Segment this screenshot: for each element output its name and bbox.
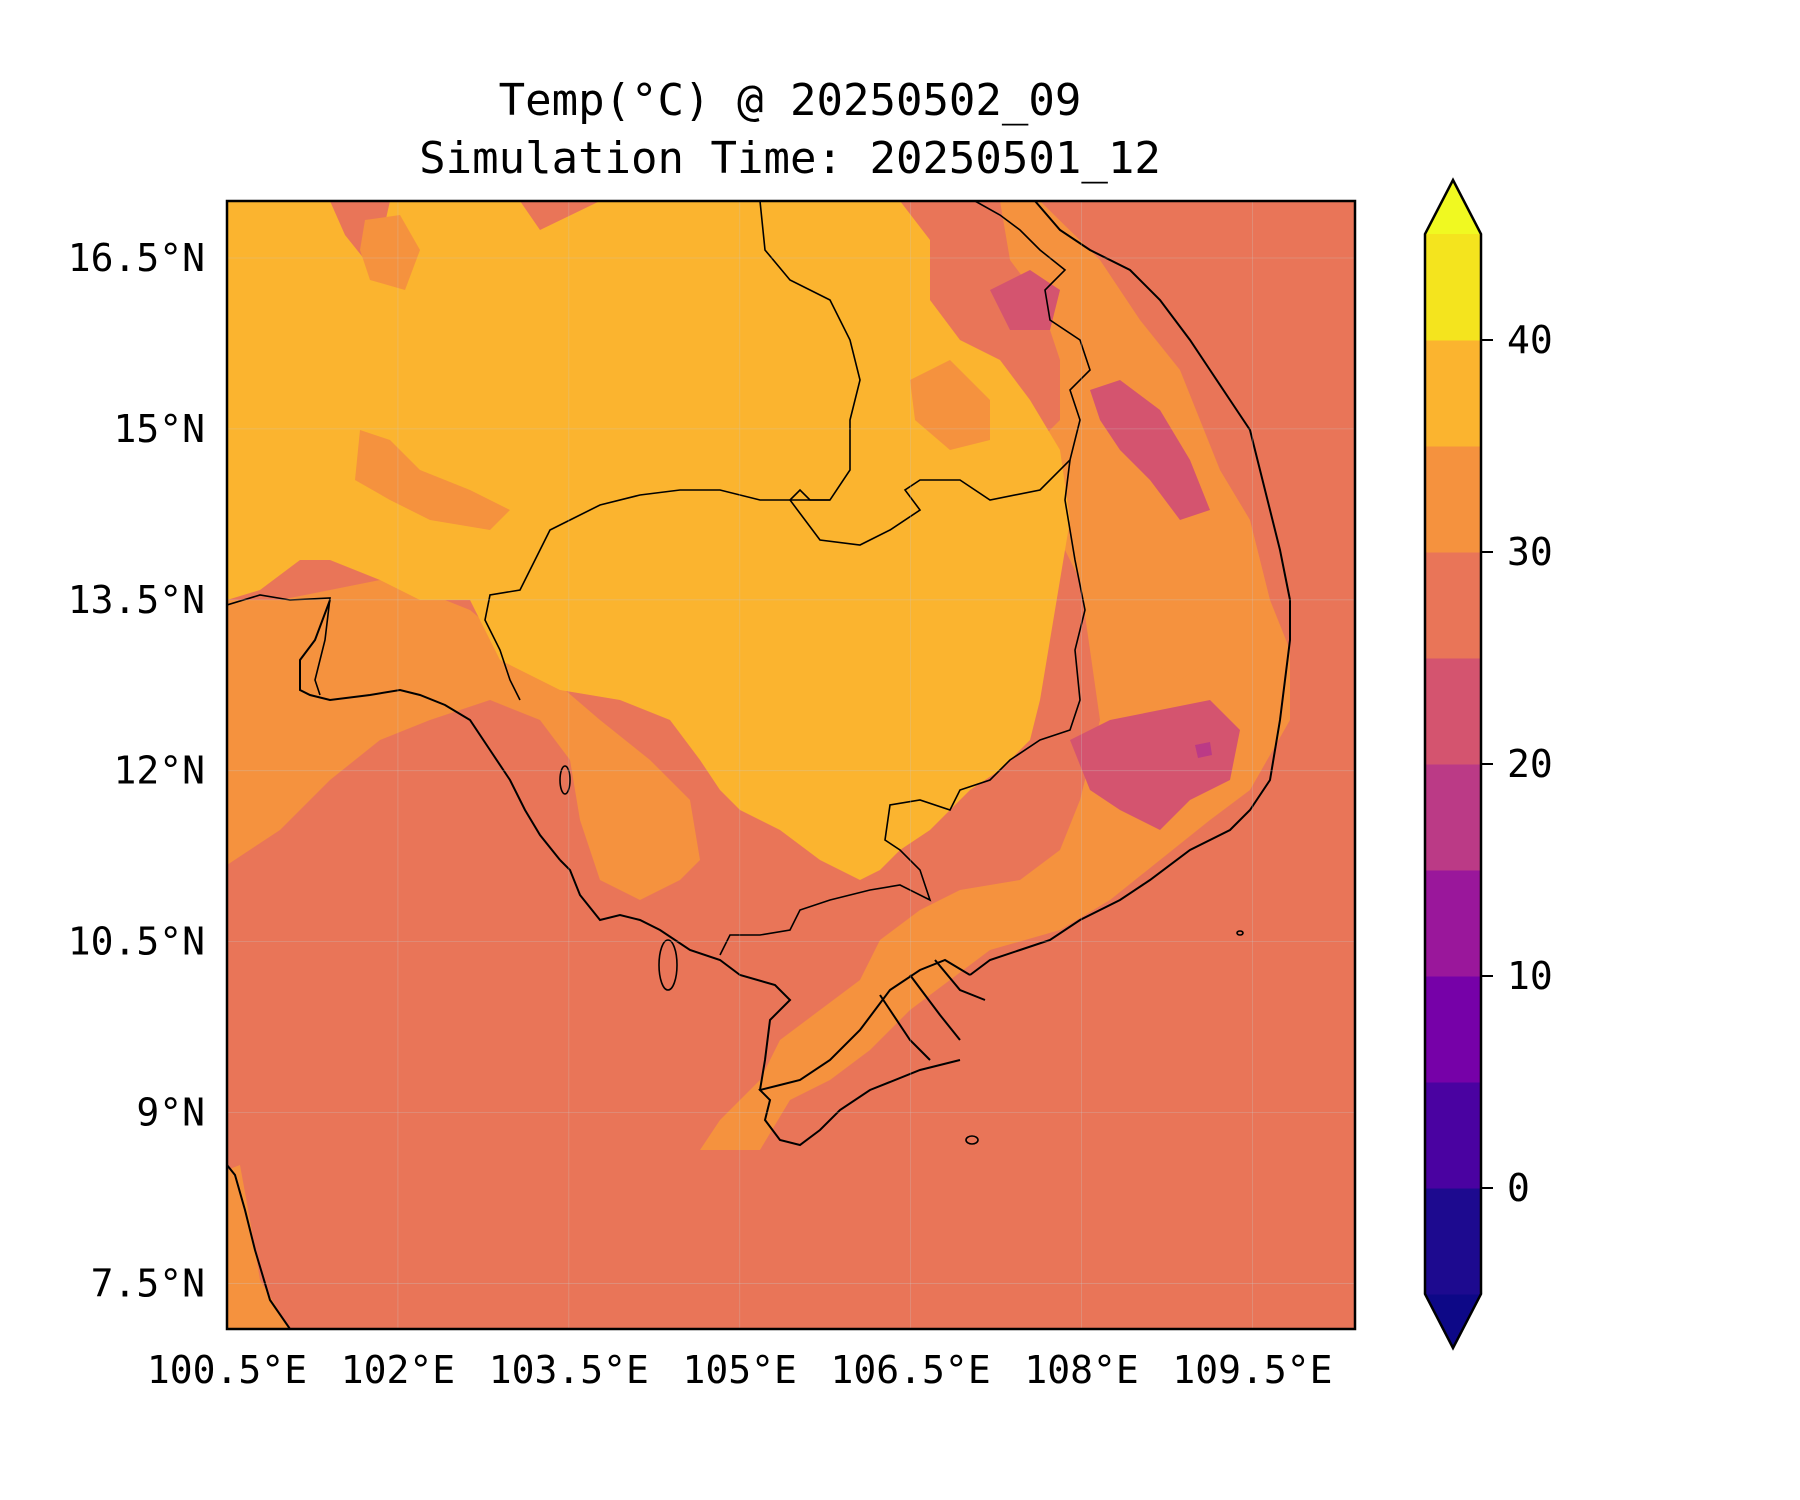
thailand-border-west — [227, 594, 331, 696]
contour-15-20-pocket — [1195, 742, 1212, 758]
contour-20-25-pocket-2 — [1090, 380, 1210, 520]
mekong-delta-coast — [758, 958, 971, 1147]
contour-30-35-north — [227, 201, 1290, 1150]
colorbar-segment — [1425, 658, 1481, 765]
colorbar-segment — [1425, 552, 1481, 659]
colorbar-tick-labels: 0 10 20 30 40 — [1481, 318, 1553, 1210]
kong-island — [559, 765, 571, 795]
delta-channel-2 — [909, 974, 961, 1041]
colorbar-tick-label: 30 — [1507, 530, 1553, 574]
delta-channel-1 — [879, 994, 931, 1061]
lat-tick-label: 7.5°N — [91, 1261, 205, 1305]
delta-channel-3 — [934, 959, 986, 1001]
colorbar-tick-label: 0 — [1507, 1166, 1530, 1210]
cambodia-vietnam-border — [719, 459, 1086, 956]
lat-tick-label: 12°N — [113, 749, 205, 793]
colorbar-tick-label: 10 — [1507, 954, 1553, 998]
colorbar-segment — [1425, 340, 1481, 447]
lon-tick-label: 103.5°E — [489, 1348, 649, 1392]
contour-30-35-west — [227, 201, 700, 900]
colorbar-outline — [1423, 177, 1483, 1351]
lon-tick-label: 100.5°E — [147, 1348, 307, 1392]
lon-tick-label: 102°E — [341, 1348, 455, 1392]
country-borders — [227, 201, 1091, 956]
colorbar-segments — [1425, 234, 1481, 1295]
title-line-2: Simulation Time: 20250501_12 — [419, 133, 1161, 184]
colorbar: 0 10 20 30 40 — [1423, 177, 1553, 1351]
lon-tick-label: 108°E — [1024, 1348, 1138, 1392]
colorbar-tick-label: 40 — [1507, 318, 1553, 362]
latitude-tick-labels: 16.5°N 15°N 13.5°N 12°N 10.5°N 9°N 7.5°N — [68, 236, 205, 1305]
lon-tick-label: 109.5°E — [1172, 1348, 1332, 1392]
colorbar-segment — [1425, 976, 1481, 1083]
con-dao-island — [965, 1135, 979, 1145]
colorbar-segment — [1425, 764, 1481, 871]
title-line-1: Temp(°C) @ 20250502_09 — [498, 75, 1082, 126]
malay-peninsula-coast — [227, 1164, 291, 1329]
thailand-gulf-coast — [299, 599, 561, 861]
lat-tick-label: 10.5°N — [68, 920, 205, 964]
map-frame — [225, 199, 1357, 1331]
coastlines — [227, 201, 1291, 1329]
longitude-tick-labels: 100.5°E 102°E 103.5°E 105°E 106.5°E 108°E 109.… — [147, 1348, 1333, 1392]
contour-30-35-southwest — [227, 1165, 290, 1329]
lat-tick-label: 15°N — [113, 407, 205, 451]
colorbar-segment — [1425, 870, 1481, 977]
contour-20-25-pocket-1 — [990, 270, 1060, 330]
contour-20-25-pocket-3 — [1070, 700, 1240, 830]
lat-tick-label: 16.5°N — [68, 236, 205, 280]
temperature-field — [227, 201, 1290, 1329]
colorbar-extend-high — [1425, 180, 1481, 234]
colorbar-segment — [1425, 446, 1481, 553]
lat-tick-label: 9°N — [136, 1091, 205, 1135]
laos-border — [759, 201, 1091, 546]
contour-30-35-pocket-2 — [360, 215, 420, 290]
colorbar-tick-label: 20 — [1507, 742, 1553, 786]
small-island-1 — [1236, 930, 1244, 936]
colorbar-segment — [1425, 1188, 1481, 1295]
colorbar-extend-low — [1425, 1294, 1481, 1348]
colorbar-segment — [1425, 1082, 1481, 1189]
contour-35-40-main — [227, 201, 1070, 880]
colorbar-segment — [1425, 234, 1481, 341]
contour-30-35-pocket-3 — [910, 360, 990, 450]
contour-30-35-pocket-4 — [1140, 600, 1210, 680]
cambodia-coast — [559, 859, 792, 1091]
cambodia-thailand-border — [484, 489, 830, 701]
vietnam-east-coast — [969, 201, 1291, 976]
lat-tick-label: 13.5°N — [68, 578, 205, 622]
islands — [559, 765, 1244, 1145]
lon-tick-label: 106.5°E — [831, 1348, 991, 1392]
contour-30-35-pocket-1 — [355, 430, 510, 530]
phu-quoc-island — [658, 939, 678, 991]
lon-tick-label: 105°E — [683, 1348, 797, 1392]
map-panel — [225, 199, 1357, 1331]
